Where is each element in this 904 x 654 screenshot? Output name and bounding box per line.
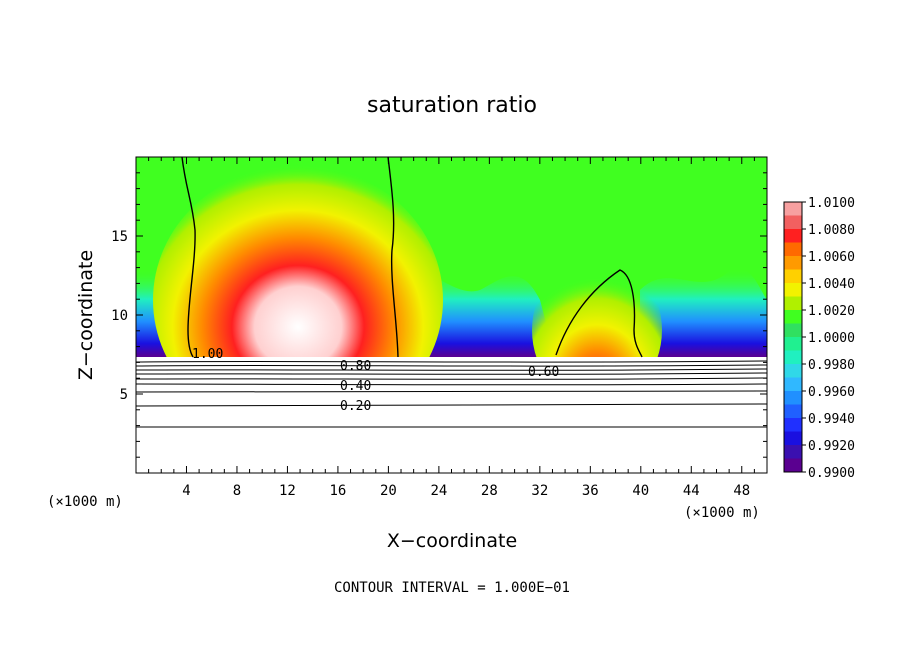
x-tick-label: 44 [683,483,700,499]
y-axis-label: Z−coordinate [75,250,97,380]
x-tick-label: 12 [279,483,296,499]
colorbar-swatch [784,269,802,284]
colorbar-swatch [784,215,802,230]
colorbar-swatch [784,445,802,459]
colorbar: 1.0100 1.0080 1.0060 1.0040 1.0020 1.0000 0.99… [783,196,855,481]
colorbar-label: 1.0080 [808,223,855,238]
x-tick-label: 24 [430,483,447,499]
colorbar-label: 0.9900 [808,466,855,481]
x-tick-label: 28 [481,483,498,499]
colorbar-label: 1.0040 [808,277,855,292]
colorbar-label: 0.9980 [808,358,855,373]
colorbar-label: 1.0000 [808,331,855,346]
colorbar-swatch [784,431,802,446]
colorbar-swatch [784,458,802,473]
colorbar-swatch [784,256,802,270]
colorbar-label: 0.9940 [808,412,855,427]
x-tick-label: 8 [233,483,241,499]
colorbar-swatch [784,391,802,405]
colorbar-swatch [784,364,802,378]
y-tick-label: 15 [111,229,128,245]
x-tick-label: 20 [380,483,397,499]
contour-1-00-left [181,157,196,358]
colorbar-swatch [784,229,802,243]
plot-area: 1.00 0.80 0.60 0.40 0.20 0.60 [136,157,767,473]
colorbar-swatch [784,377,802,392]
contour-1-00-cell [555,269,643,358]
contour-label: 0.40 [340,379,371,394]
colorbar-swatch [784,350,802,365]
colorbar-label: 0.9920 [808,439,855,454]
y-tick-label: 10 [111,308,128,324]
colorbar-label: 1.0060 [808,250,855,265]
colorbar-swatch [784,337,802,351]
colorbar-swatch [784,283,802,297]
x-axis-label: X−coordinate [387,530,517,552]
contour-label: 0.60 [528,365,559,380]
colorbar-swatch [784,323,802,338]
colorbar-swatch [784,310,802,324]
colorbar-label: 0.9960 [808,385,855,400]
contour-label: 0.80 [340,359,371,374]
chart-title: saturation ratio [367,93,537,118]
x-tick-label: 32 [531,483,548,499]
colorbar-swatch [784,404,802,419]
colorbar-swatch [784,296,802,311]
y-tick-label: 5 [120,387,128,403]
contour-interval-note: CONTOUR INTERVAL = 1.000E−01 [334,580,570,596]
contour-labels: 1.00 0.80 0.60 0.40 0.20 0.60 [192,347,559,414]
colorbar-label: 1.0020 [808,304,855,319]
y-axis: 5 10 15 [111,172,767,458]
x-tick-label: 16 [329,483,346,499]
x-axis: 4 8 12 16 20 24 28 32 36 40 44 48 [148,157,755,499]
contour-label: 0.20 [340,399,371,414]
x-tick-label: 36 [582,483,599,499]
contour-label: 1.00 [192,347,223,362]
colorbar-swatch [784,418,802,432]
subsaturated-band [136,267,767,357]
x-unit-left: (×1000 m) [47,494,123,510]
x-tick-label: 48 [733,483,750,499]
lower-contours [136,360,767,428]
x-tick-label: 40 [632,483,649,499]
colorbar-label: 1.0100 [808,196,855,211]
x-unit-right: (×1000 m) [684,505,760,521]
contour-1-00-mid [387,157,399,358]
below-base-field [136,357,767,473]
colorbar-swatch [784,242,802,257]
x-tick-label: 4 [182,483,190,499]
colorbar-swatch [784,202,802,216]
